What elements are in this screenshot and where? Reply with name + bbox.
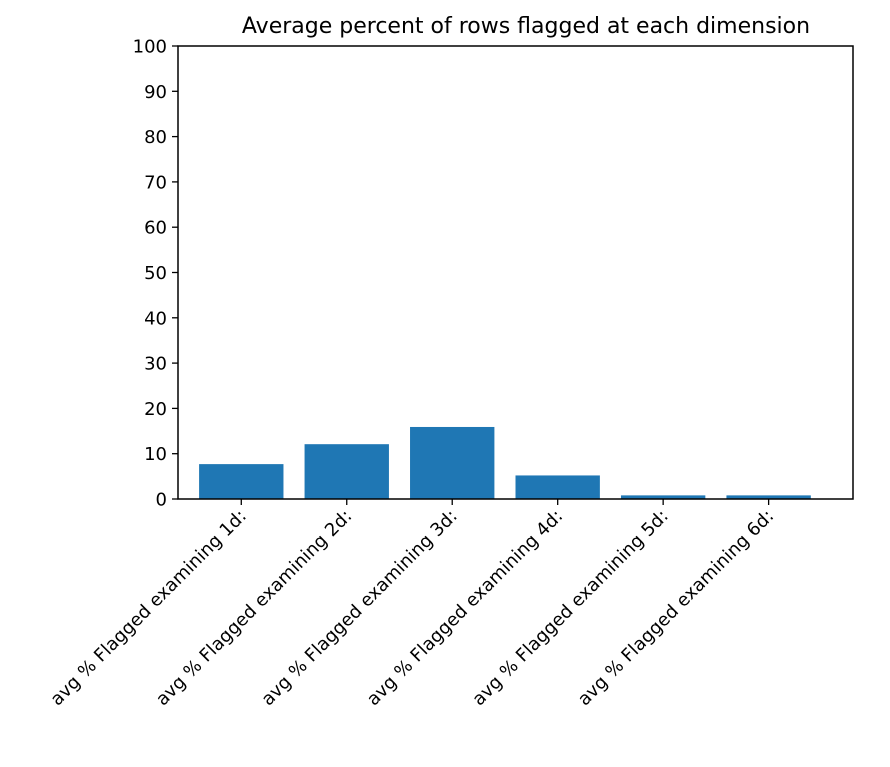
bar-1d [199,464,284,499]
y-tick-label: 100 [133,37,167,58]
y-tick-label: 80 [144,127,167,148]
x-tick-label: avg % Flagged examining 4d: [363,506,567,710]
x-tick-label: avg % Flagged examining 5d: [468,506,672,710]
y-tick-label: 10 [144,444,167,465]
bar-2d [304,444,389,499]
bar-4d [515,475,600,499]
bar-6d [726,495,811,499]
chart-title: Average percent of rows flagged at each … [242,14,810,39]
x-tick-label: avg % Flagged examining 1d: [46,506,250,710]
x-tick-label: avg % Flagged examining 2d: [152,506,356,710]
y-tick-label: 30 [144,354,167,375]
bar-5d [620,495,706,499]
x-tick-label: avg % Flagged examining 6d: [574,506,778,710]
y-tick-label: 90 [144,82,167,103]
x-axis: avg % Flagged examining 1d:avg % Flagged… [46,499,778,710]
y-tick-label: 20 [144,399,167,420]
x-tick-label: avg % Flagged examining 3d: [257,506,461,710]
y-tick-label: 60 [144,218,167,239]
bars-group [199,426,811,499]
y-tick-label: 40 [144,308,167,329]
plot-frame [177,45,854,500]
y-tick-label: 50 [144,263,167,284]
y-tick-label: 70 [144,172,167,193]
y-axis: 0 10 20 30 40 50 60 70 80 90 100 [133,37,178,511]
bar-3d [410,426,495,499]
y-tick-label: 0 [156,490,167,511]
